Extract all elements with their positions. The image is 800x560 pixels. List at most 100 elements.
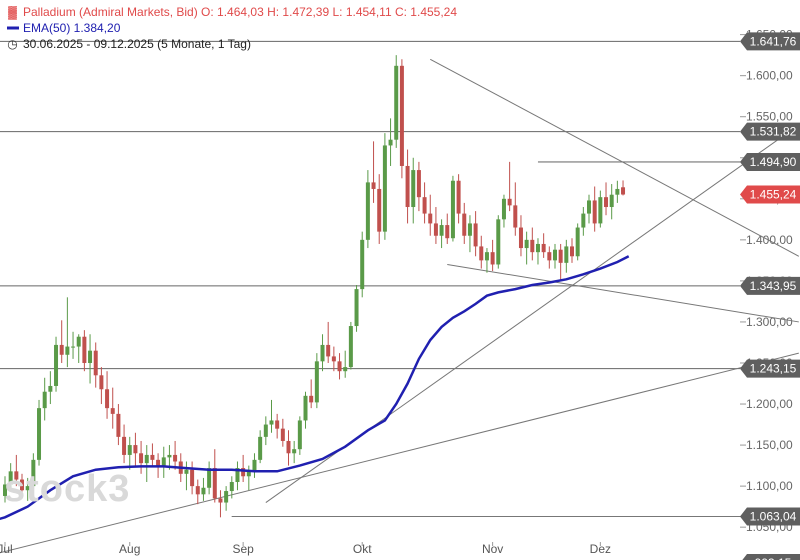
candle-body xyxy=(161,457,166,466)
candle-body xyxy=(82,336,87,363)
candle-body xyxy=(280,428,285,441)
candle-body xyxy=(59,344,64,355)
candle-body xyxy=(88,350,93,363)
candle-body xyxy=(348,326,353,368)
candle-body xyxy=(303,395,308,421)
candle-body xyxy=(127,445,132,455)
candle-body xyxy=(8,471,13,485)
candle-body xyxy=(263,424,268,437)
ema50-line xyxy=(0,255,630,521)
candle-body xyxy=(615,188,620,195)
clock-icon: ◷ xyxy=(7,37,18,51)
candle-body xyxy=(388,139,393,146)
candle-body xyxy=(416,170,421,198)
candle-body xyxy=(37,408,42,460)
candle-body xyxy=(292,449,297,454)
date-range: ◷ 30.06.2025 - 09.12.2025 (5 Monate, 1 Ta… xyxy=(6,37,251,51)
candle-body xyxy=(575,227,580,257)
y-tick-label: 1.300,00 xyxy=(746,315,793,329)
candle-body xyxy=(490,252,495,265)
candle-body xyxy=(552,249,557,261)
candle-body xyxy=(621,187,626,195)
candle-body xyxy=(195,486,200,495)
candle-body xyxy=(14,471,19,480)
date-range-text: 30.06.2025 - 09.12.2025 (5 Monate, 1 Tag… xyxy=(23,37,251,51)
candle-body xyxy=(31,459,36,487)
candle-body xyxy=(42,391,47,409)
candle-body xyxy=(331,356,336,362)
instrument-ohlc-text: Palladium (Admiral Markets, Bid) O: 1.46… xyxy=(23,5,458,19)
candle-body xyxy=(394,65,399,140)
candle-body xyxy=(337,361,342,372)
candle-body xyxy=(110,408,115,414)
candle-body xyxy=(609,194,614,208)
candle-body xyxy=(218,498,223,503)
candle-body xyxy=(25,486,30,491)
candle-body xyxy=(428,213,433,224)
last-price-label-bg xyxy=(740,185,800,204)
level-label-text: 1.641,76 xyxy=(750,34,797,48)
candle-body xyxy=(54,344,59,386)
candle-body xyxy=(190,469,195,487)
candle-body xyxy=(224,491,229,503)
candle-body xyxy=(524,239,529,249)
level-label-bg xyxy=(740,507,800,526)
bottom-level-label-bg xyxy=(742,554,800,560)
y-tick-label: 1.200,00 xyxy=(746,397,793,411)
x-tick-label: Dez xyxy=(590,542,611,556)
candle-body xyxy=(184,469,189,474)
candle-body xyxy=(122,436,127,455)
candle-body xyxy=(258,436,263,460)
candle-body xyxy=(371,182,376,189)
bottom-level-label-text: 993,15 xyxy=(755,556,792,560)
x-tick-label: Jul xyxy=(0,542,13,556)
candle-body xyxy=(201,487,206,495)
candle-body xyxy=(241,468,246,477)
candle-body xyxy=(581,213,586,228)
candle-body xyxy=(286,440,291,454)
candle-body xyxy=(456,180,461,214)
candle-body xyxy=(484,252,489,261)
candle-body xyxy=(314,361,319,403)
candlestick-icon: ▓ xyxy=(8,5,17,19)
level-label-text: 1.494,90 xyxy=(750,155,797,169)
x-tick-label: Nov xyxy=(482,542,503,556)
candle-body xyxy=(297,420,302,450)
candle-body xyxy=(326,344,331,357)
candle-body xyxy=(530,239,535,253)
candle-body xyxy=(365,182,370,240)
candle-body xyxy=(360,239,365,290)
candle-body xyxy=(439,225,444,236)
candle-body xyxy=(150,454,155,460)
candle-body xyxy=(144,454,149,464)
candle-body xyxy=(207,468,212,488)
level-label-bg xyxy=(740,122,800,141)
candle-body xyxy=(587,200,592,214)
candle-body xyxy=(377,188,382,232)
candle-body xyxy=(604,197,609,208)
candle-body xyxy=(343,367,348,372)
candle-body xyxy=(71,346,76,348)
candle-body xyxy=(116,413,121,437)
level-label-bg xyxy=(740,32,800,51)
candle-body xyxy=(422,197,427,214)
candle-body xyxy=(269,420,274,425)
candle-body xyxy=(598,197,603,224)
y-tick-label: 1.150,00 xyxy=(746,438,793,452)
candle-body xyxy=(411,170,416,208)
level-label-bg xyxy=(740,276,800,295)
candle-body xyxy=(564,246,569,263)
candle-body xyxy=(309,395,314,403)
candle-body xyxy=(93,350,98,376)
candle-body xyxy=(547,252,552,261)
candle-body xyxy=(558,249,563,263)
candle-body xyxy=(105,389,110,409)
instrument-info: ▓ Palladium (Admiral Markets, Bid) O: 1.4… xyxy=(6,5,457,19)
ema-line-icon xyxy=(6,21,19,35)
candle-body xyxy=(235,468,240,483)
y-tick-label: 1.400,00 xyxy=(746,233,793,247)
candle-body xyxy=(535,243,540,253)
trendline xyxy=(447,263,799,323)
trendline xyxy=(0,352,799,554)
